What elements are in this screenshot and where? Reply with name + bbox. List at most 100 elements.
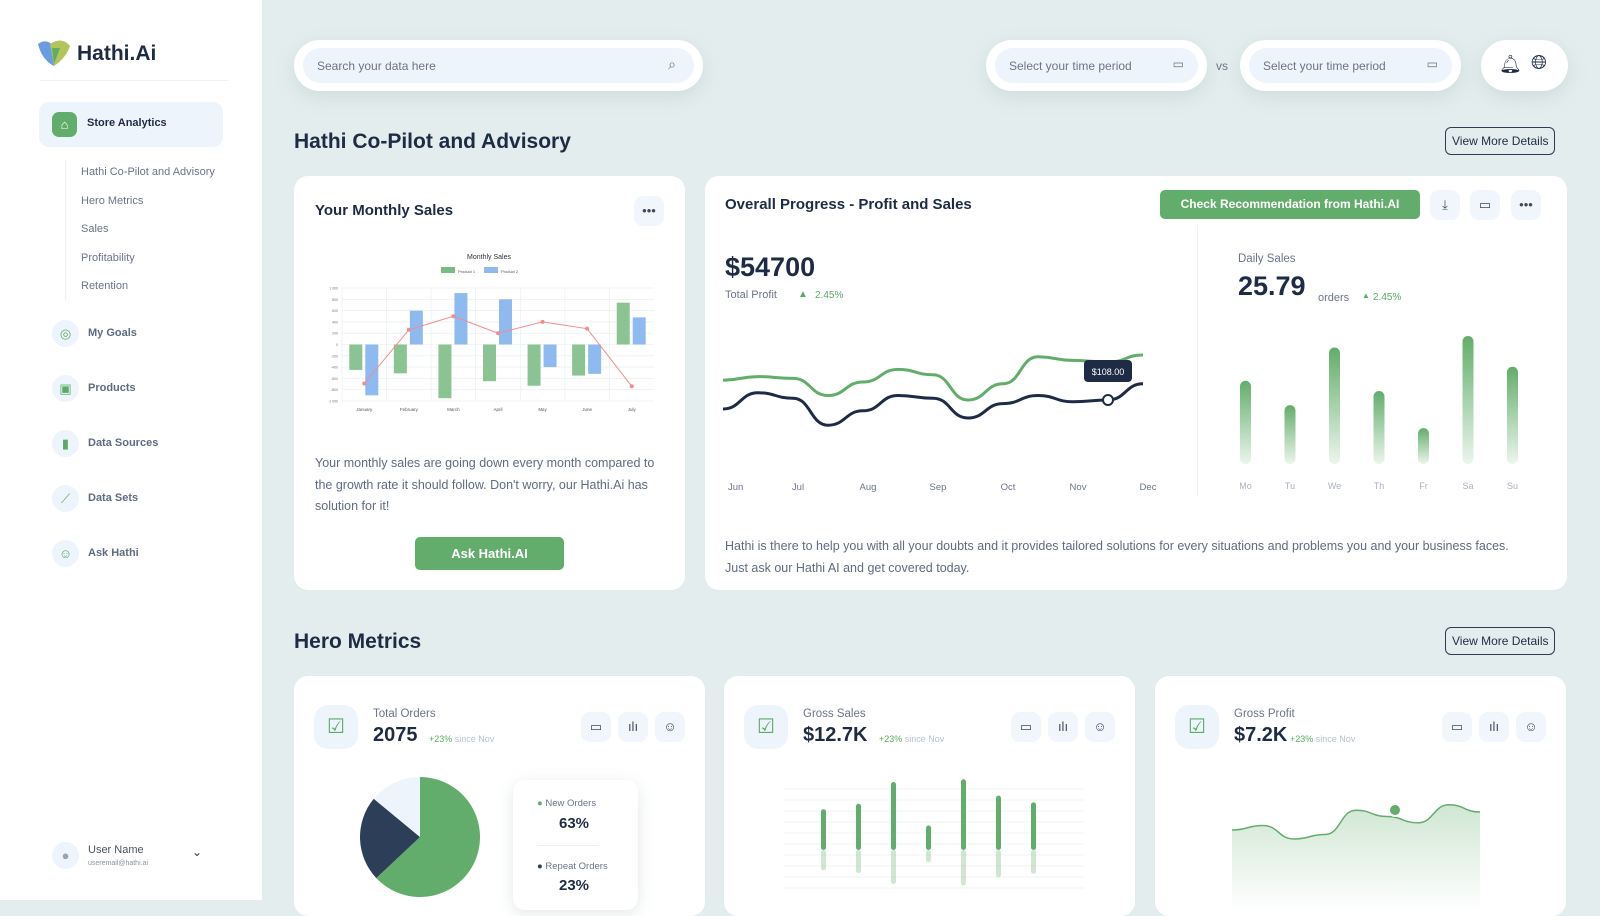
bar	[1284, 405, 1296, 464]
y-tick-label: 400	[332, 320, 338, 324]
subnav-retention[interactable]: Retention	[81, 280, 129, 292]
bar	[616, 302, 630, 345]
calendar-icon: ▭	[1426, 57, 1438, 71]
divider	[537, 845, 599, 846]
robot-chat-icon[interactable]: ☺	[1085, 712, 1115, 742]
search-placeholder: Search your data here	[317, 59, 436, 73]
bar	[926, 825, 931, 850]
calendar-icon[interactable]: ▭	[1470, 190, 1500, 220]
sidebar-item-ask-hathi[interactable]: ☺ Ask Hathi	[52, 540, 232, 568]
ask-hathi-button[interactable]: Ask Hathi.AI	[415, 537, 564, 570]
daily-sales-unit: orders	[1318, 292, 1350, 304]
vs-label: vs	[1216, 59, 1228, 73]
bar	[632, 317, 646, 345]
x-tick-label: Th	[1374, 481, 1385, 491]
bar	[483, 344, 496, 382]
period-select-2: Select your time period ▭	[1240, 40, 1461, 91]
x-tick-label: July	[628, 407, 637, 412]
subnav-sales[interactable]: Sales	[81, 223, 109, 235]
bar	[821, 809, 826, 850]
x-tick-label: Aug	[860, 482, 877, 493]
legend-label: New Orders	[545, 798, 597, 809]
x-tick-label: Fr	[1419, 481, 1428, 491]
x-tick-label: Su	[1507, 481, 1518, 491]
bar	[393, 344, 407, 374]
x-tick-label: Dec	[1140, 482, 1157, 493]
more-options-icon[interactable]: •••	[634, 196, 664, 226]
area-line	[1231, 804, 1481, 840]
sidebar-item-my-goals[interactable]: ◎ My Goals	[52, 320, 232, 348]
metric-change: +23% since Nov	[429, 734, 494, 744]
user-profile[interactable]: ● User Name useremail@hathi.ai	[52, 842, 232, 872]
bar-chart-icon[interactable]: ılı	[1479, 712, 1509, 742]
target-icon: ◎	[52, 320, 79, 347]
view-more-details-button[interactable]: View More Details	[1445, 127, 1556, 155]
metric-value: $12.7K	[803, 724, 868, 746]
profit-line	[722, 382, 1144, 427]
period-placeholder: Select your time period	[1009, 59, 1132, 73]
section-title-copilot: Hathi Co-Pilot and Advisory	[294, 130, 571, 153]
robot-chat-icon[interactable]: ☺	[655, 712, 685, 742]
x-tick-label: April	[493, 407, 502, 412]
total-profit-change: 2.45%	[815, 290, 844, 301]
sidebar-item-label: Products	[88, 382, 136, 394]
more-options-icon[interactable]: •••	[1511, 190, 1541, 220]
view-more-details-button[interactable]: View More Details	[1445, 627, 1556, 655]
download-icon[interactable]: ⤓	[1430, 190, 1460, 220]
bar-reflection	[856, 850, 861, 874]
legend-value: 23%	[559, 877, 590, 894]
chevron-down-icon[interactable]: ⌄	[191, 845, 203, 859]
bar-reflection	[821, 850, 826, 871]
box-check-icon: ☑	[314, 705, 358, 749]
bar	[1418, 428, 1429, 464]
legend-swatch	[441, 267, 455, 273]
sidebar-item-label: Data Sources	[88, 437, 159, 449]
legend-label: Product 1	[458, 269, 476, 274]
daily-sales-label: Daily Sales	[1238, 253, 1296, 265]
chart-title: Monthly Sales	[467, 254, 511, 261]
y-tick-label: -400	[331, 366, 338, 370]
bar-chart-icon[interactable]: ılı	[618, 712, 648, 742]
line-point	[585, 326, 590, 331]
metric-chart	[1231, 803, 1481, 911]
legend-label: Product 2	[501, 269, 519, 274]
sidebar-item-data-sources[interactable]: ▮ Data Sources	[52, 430, 232, 458]
metric-since: since Nov	[454, 734, 495, 744]
sidebar-item-label: Store Analytics	[87, 117, 167, 129]
y-tick-label: -1 000	[328, 400, 338, 404]
bar	[856, 803, 861, 850]
bar-chart-icon[interactable]: ılı	[1048, 712, 1078, 742]
robot-chat-icon[interactable]: ☺	[1516, 712, 1546, 742]
subnav-profitability[interactable]: Profitability	[81, 252, 135, 264]
robot-chat-icon: ☺	[52, 540, 79, 567]
bar	[961, 779, 966, 850]
sidebar-item-store-analytics[interactable]: ⌂ Store Analytics	[39, 102, 223, 147]
period-select-1: Select your time period ▭	[986, 40, 1207, 91]
sidebar-item-data-sets[interactable]: ⟋ Data Sets	[52, 485, 232, 513]
calendar-icon: ▭	[1172, 57, 1184, 71]
card-title: Your Monthly Sales	[315, 202, 454, 219]
metric-label: Gross Profit	[1234, 708, 1295, 720]
x-tick-label: Oct	[1001, 482, 1016, 493]
subnav-copilot[interactable]: Hathi Co-Pilot and Advisory	[81, 166, 215, 178]
calendar-icon[interactable]: ▭	[1011, 712, 1041, 742]
bar	[543, 344, 557, 368]
bell-icon[interactable]: 🔔︎	[1499, 54, 1522, 74]
globe-icon[interactable]: 🌐︎	[1531, 52, 1547, 74]
search-input[interactable]: Search your data here ⌕	[303, 48, 694, 83]
check-recommendation-button[interactable]: Check Recommendation from Hathi.AI	[1160, 190, 1420, 219]
metric-change: +23% since Nov	[1290, 734, 1355, 744]
line-point	[496, 331, 500, 336]
sidebar: Hathi.Ai ⌂ Store Analytics Hathi Co-Pilo…	[0, 0, 262, 900]
calendar-icon[interactable]: ▭	[581, 712, 611, 742]
period-input-1[interactable]: Select your time period ▭	[995, 48, 1198, 83]
calendar-icon[interactable]: ▭	[1442, 712, 1472, 742]
x-tick-label: January	[356, 407, 373, 412]
line-point	[362, 381, 367, 386]
y-tick-label: -800	[331, 388, 338, 392]
tooltip-point	[1102, 394, 1114, 406]
period-input-2[interactable]: Select your time period ▭	[1249, 48, 1452, 83]
sidebar-item-products[interactable]: ▣ Products	[52, 375, 232, 403]
subnav-hero-metrics[interactable]: Hero Metrics	[81, 195, 144, 207]
x-tick-label: Nov	[1070, 482, 1087, 493]
